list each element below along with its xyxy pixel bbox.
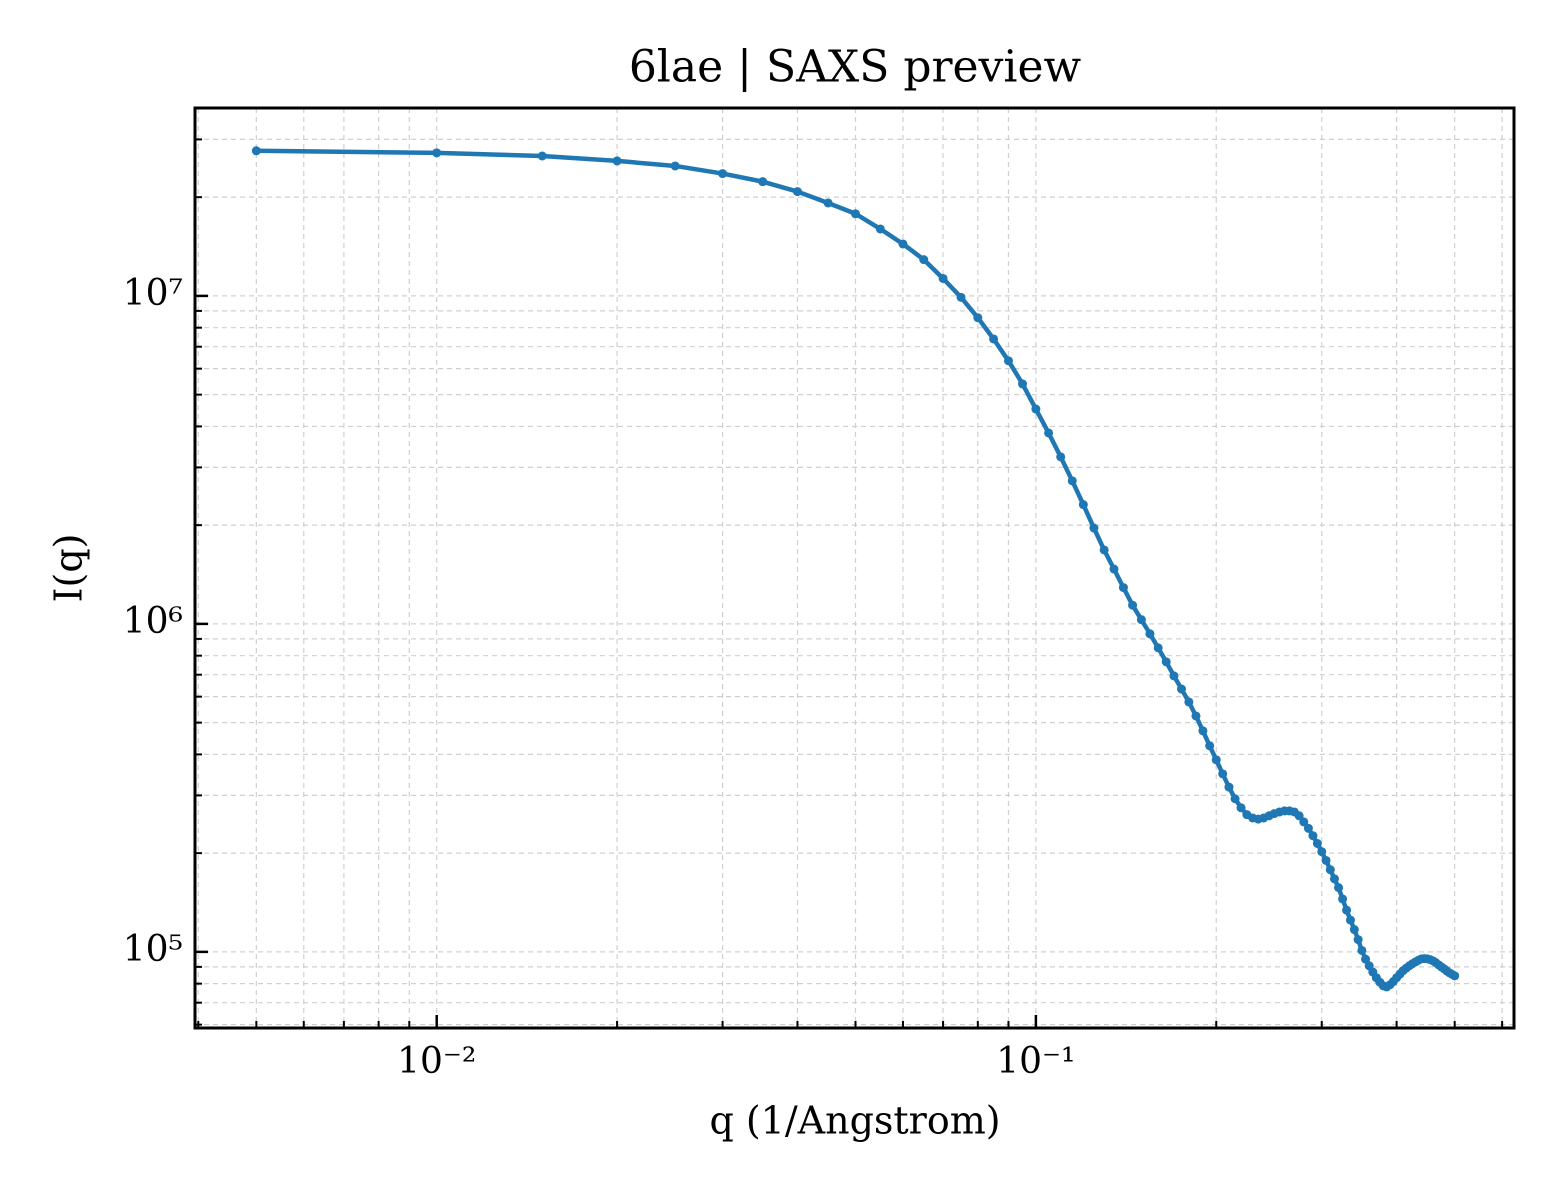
data-point	[1056, 452, 1066, 462]
data-point	[537, 151, 547, 161]
data-point	[1294, 811, 1304, 821]
data-point	[718, 169, 728, 179]
data-point	[1118, 583, 1128, 593]
data-point	[1303, 823, 1313, 833]
plot-frame	[193, 106, 1516, 1030]
data-point	[1044, 428, 1054, 438]
data-point	[1153, 643, 1163, 653]
data-point	[1349, 925, 1359, 935]
data-point	[758, 177, 768, 187]
data-point	[1145, 629, 1155, 639]
data-point	[1136, 615, 1146, 625]
data-point	[1450, 971, 1460, 981]
data-point	[1184, 697, 1194, 707]
data-point	[956, 292, 966, 302]
data-point	[1003, 356, 1013, 366]
data-point	[432, 148, 442, 158]
data-point	[1031, 404, 1041, 414]
data-point	[1325, 865, 1335, 875]
data-point	[1361, 954, 1371, 964]
data-point	[670, 161, 680, 171]
data-point	[1161, 657, 1171, 667]
data-point	[1236, 803, 1246, 813]
data-point	[1329, 874, 1339, 884]
data-point	[1128, 600, 1138, 610]
y-axis-label: I(q)	[47, 534, 91, 603]
data-point	[989, 334, 999, 344]
data-point	[919, 255, 929, 265]
data-point	[1224, 782, 1234, 792]
data-point	[1205, 741, 1215, 751]
data-point	[1109, 564, 1119, 574]
data-point	[973, 313, 983, 323]
y-tick-label: 10⁶	[123, 601, 183, 642]
data-point	[875, 224, 885, 234]
x-axis-label: q (1/Angstrom)	[709, 1099, 1000, 1143]
data-point	[1218, 769, 1228, 779]
data-point	[898, 239, 908, 249]
data-point	[1308, 831, 1318, 841]
y-tick-label: 10⁷	[123, 273, 183, 314]
data-point	[851, 209, 861, 219]
data-point	[1342, 905, 1352, 915]
data-point	[1198, 726, 1208, 736]
data-point	[1089, 523, 1099, 533]
y-tick-label: 10⁵	[123, 929, 183, 970]
data-point	[1317, 847, 1327, 857]
data-point	[1067, 476, 1077, 486]
data-point	[1211, 755, 1221, 765]
data-point	[1177, 684, 1187, 694]
data-point	[792, 187, 802, 197]
x-tick-label: 10⁻¹	[996, 1041, 1075, 1082]
data-point	[1299, 817, 1309, 827]
data-point	[1353, 935, 1363, 945]
data-point	[1321, 855, 1331, 865]
data-point	[938, 273, 948, 283]
data-point	[1357, 945, 1367, 955]
data-point	[251, 146, 261, 156]
data-point	[1169, 671, 1179, 681]
data-point	[1078, 500, 1088, 510]
x-tick-label: 10⁻²	[397, 1041, 476, 1082]
data-point	[1312, 839, 1322, 849]
data-point	[612, 156, 622, 166]
data-point	[1334, 883, 1344, 893]
data-point	[823, 198, 833, 208]
data-point	[1099, 545, 1109, 555]
data-point	[1191, 711, 1201, 721]
data-point	[1345, 915, 1355, 925]
data-point	[1338, 894, 1348, 904]
data-point	[1230, 794, 1240, 804]
chart-title: 6lae | SAXS preview	[629, 42, 1082, 93]
data-point	[1018, 379, 1028, 389]
